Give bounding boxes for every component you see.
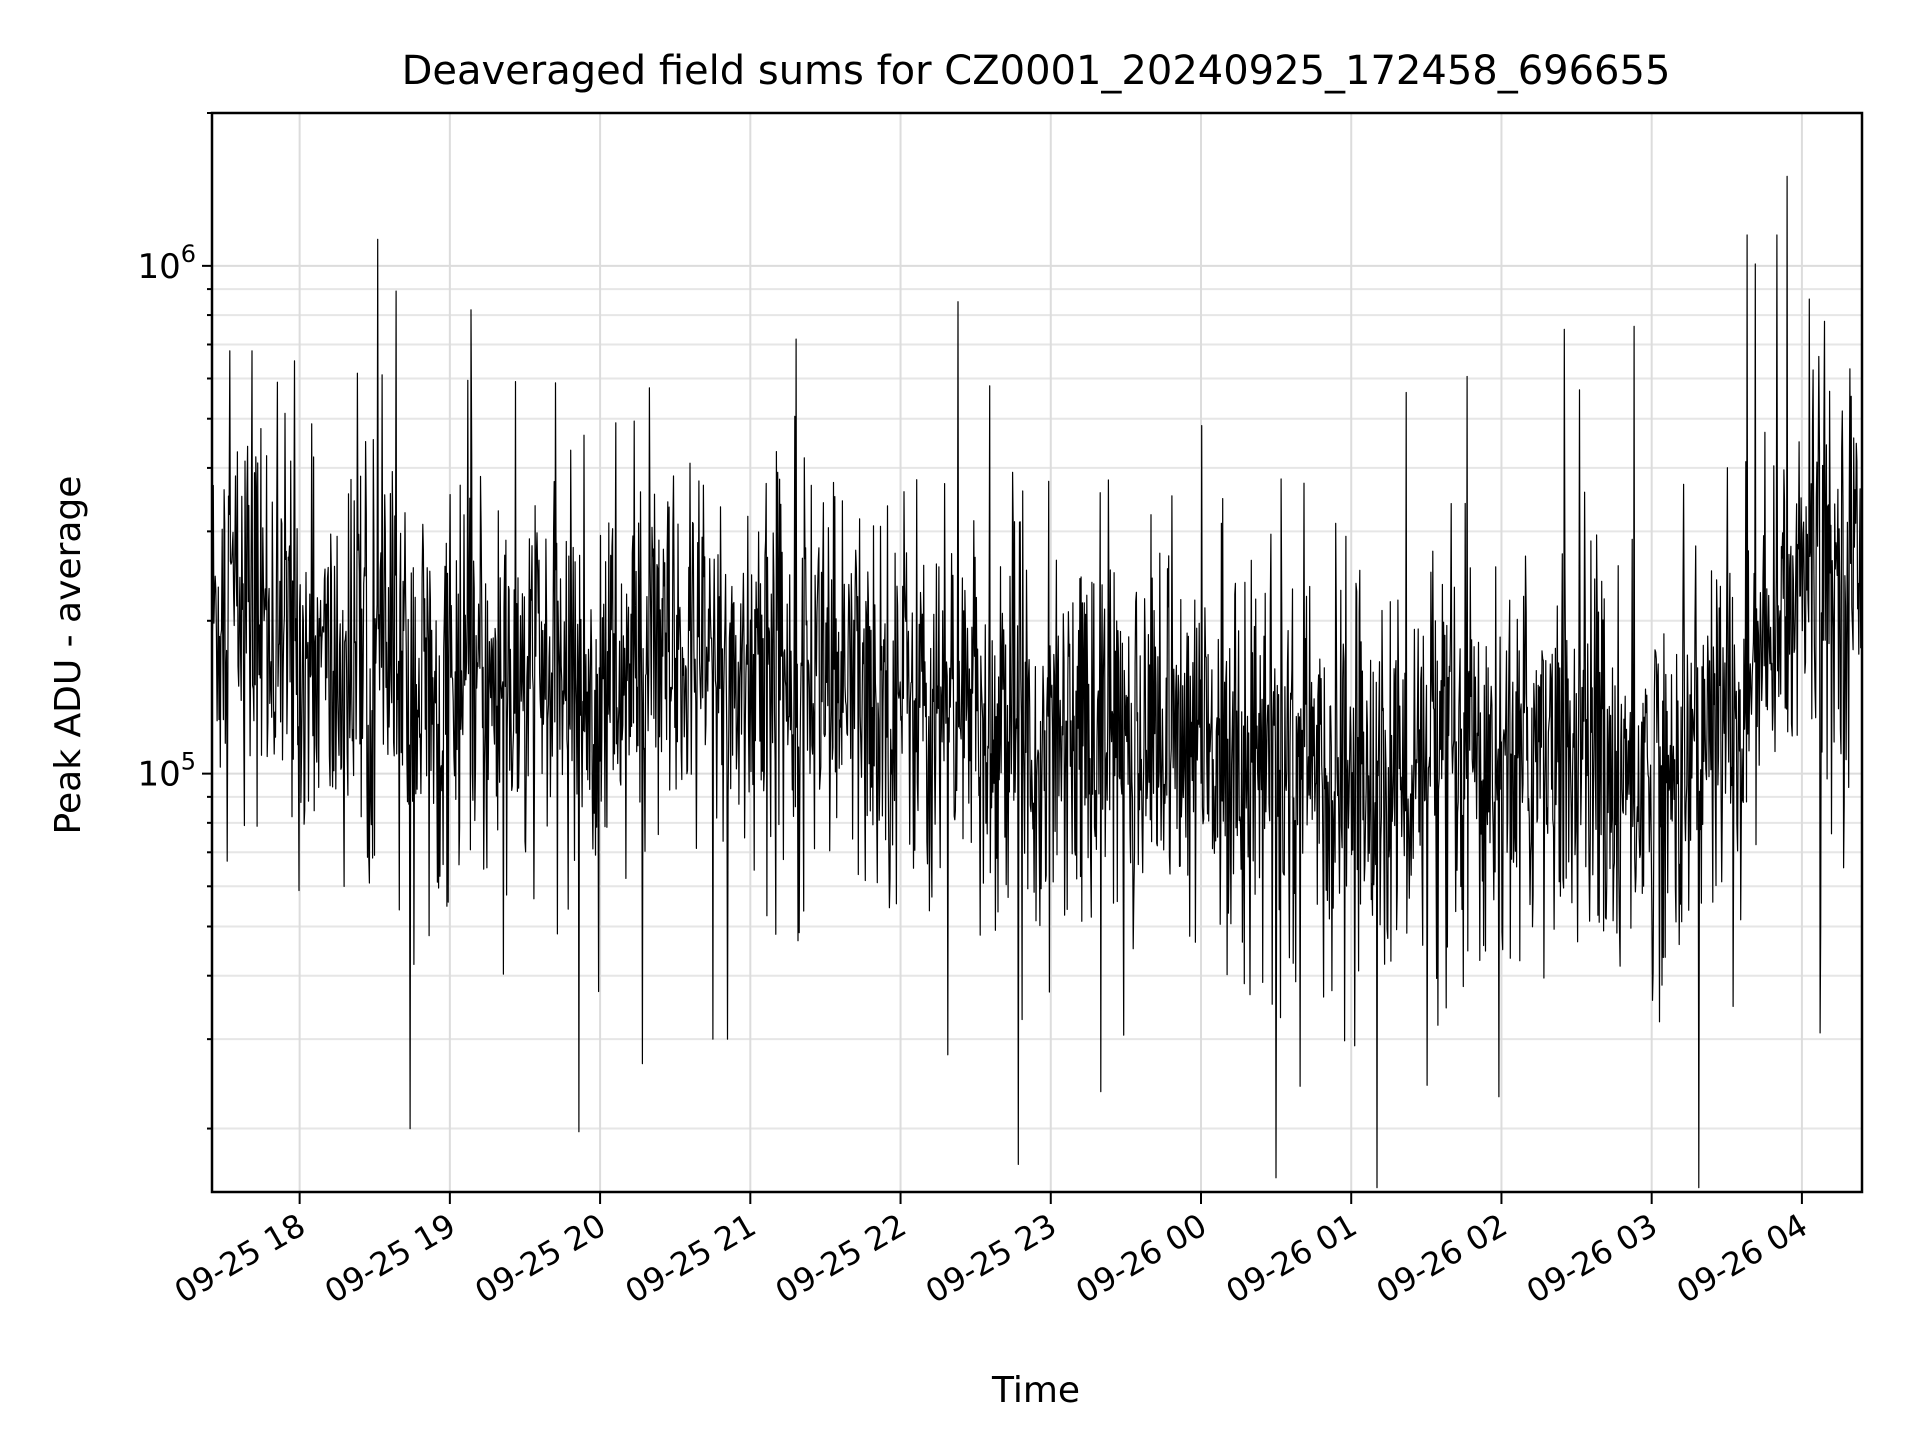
y-tick-base: 10 [137, 247, 180, 287]
data-layer [211, 175, 1863, 1189]
y-tick-base: 10 [137, 755, 180, 795]
y-axis-label: Peak ADU - average [48, 476, 89, 835]
y-tick-label: 105 [137, 748, 196, 795]
series-line [211, 175, 1863, 1189]
y-tick-label: 106 [137, 240, 196, 287]
plot-frame [210, 111, 1864, 1194]
chart-title: Deaveraged field sums for CZ0001_2024092… [402, 48, 1671, 94]
x-axis-label: Time [991, 1370, 1080, 1411]
y-tick-exponent: 6 [181, 240, 196, 268]
y-tick-exponent: 5 [181, 748, 196, 776]
